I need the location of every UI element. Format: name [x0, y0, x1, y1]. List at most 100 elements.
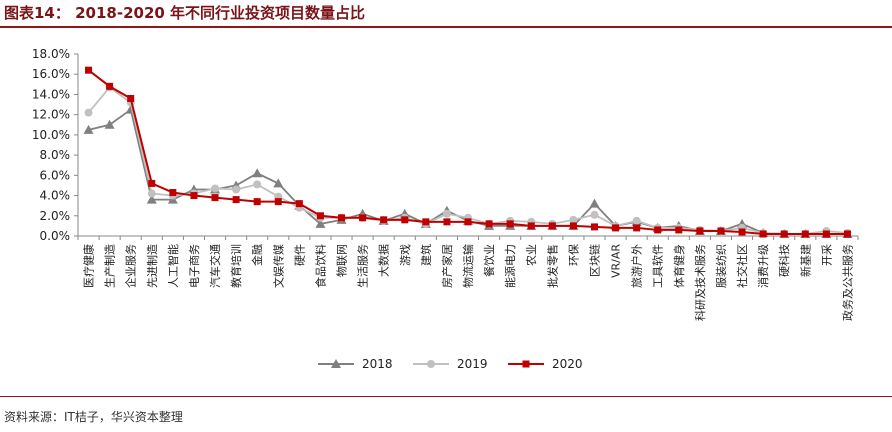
legend-label: 2020: [552, 357, 583, 371]
legend-marker-2018: [331, 359, 341, 368]
y-tick-label: 16.0%: [32, 67, 70, 81]
data-point-2019: [147, 189, 156, 198]
data-point-2018: [589, 198, 600, 208]
data-point-2020: [106, 82, 114, 90]
data-point-2020: [443, 218, 451, 226]
x-tick-label: 区块链: [587, 244, 601, 277]
y-tick-label: 6.0%: [40, 168, 71, 182]
data-point-2020: [654, 226, 662, 234]
data-point-2020: [148, 179, 156, 187]
data-point-2020: [85, 66, 93, 74]
data-point-2019: [632, 216, 641, 225]
x-tick-label: 工具软件: [651, 244, 665, 288]
data-point-2020: [612, 224, 620, 232]
data-point-2020: [675, 226, 683, 234]
x-tick-label: 科研及技术服务: [693, 244, 707, 321]
series-layer: [83, 66, 853, 238]
data-point-2019: [232, 185, 241, 194]
data-point-2020: [780, 230, 788, 238]
legend-marker-2020: [522, 360, 530, 368]
data-point-2019: [211, 184, 220, 193]
x-tick-label: 新基建: [798, 244, 812, 277]
legend-marker-2019: [427, 360, 435, 368]
x-tick-label: 批发零售: [545, 244, 559, 288]
x-tick-label: 政务及公共服务: [840, 244, 854, 321]
x-tick-label: 大数据: [377, 244, 391, 277]
data-point-2019: [569, 215, 578, 224]
data-point-2020: [527, 222, 535, 230]
data-point-2020: [316, 212, 324, 220]
x-tick-label: 生产制造: [103, 244, 117, 288]
footer-divider: [0, 396, 892, 397]
y-tick-label: 4.0%: [40, 189, 71, 203]
data-point-2020: [380, 216, 388, 224]
series-2020: [85, 66, 851, 238]
data-point-2018: [146, 194, 157, 204]
x-tick-label: 旅游户外: [630, 244, 644, 288]
data-point-2020: [253, 198, 261, 206]
data-point-2020: [759, 230, 767, 238]
data-point-2020: [274, 198, 282, 206]
y-tick-label: 14.0%: [32, 87, 70, 101]
y-tick-label: 12.0%: [32, 108, 70, 122]
y-tick-label: 8.0%: [40, 148, 71, 162]
x-tick-label: 建筑: [419, 244, 433, 266]
data-point-2020: [569, 222, 577, 230]
x-tick-label: 环保: [566, 244, 580, 266]
data-point-2018: [315, 218, 326, 228]
x-tick-label: 教育培训: [229, 244, 243, 288]
data-point-2020: [295, 200, 303, 208]
data-point-2020: [401, 216, 409, 224]
page-title: 图表14： 2018-2020 年不同行业投资项目数量占比: [4, 4, 366, 22]
x-tick-label: 社交社区: [735, 244, 749, 288]
legend-item-2020: 2020: [508, 357, 583, 371]
x-tick-label: 金融: [250, 244, 264, 266]
x-tick-label: 医疗健康: [82, 244, 96, 288]
y-tick-label: 0.0%: [40, 229, 71, 243]
x-tick-label: 开采: [820, 244, 833, 266]
x-tick-label: 硬科技: [777, 244, 791, 277]
x-tick-label: 餐饮业: [482, 244, 496, 277]
series-line-2020: [87, 69, 848, 235]
data-point-2020: [211, 194, 219, 202]
data-point-2020: [717, 227, 725, 235]
chart-legend: 2018 2019 2020: [318, 357, 583, 371]
data-point-2020: [359, 214, 367, 222]
data-point-2020: [801, 230, 809, 238]
data-point-2020: [548, 222, 556, 230]
series-line-2019: [87, 86, 848, 235]
x-tick-label: 能源电力: [503, 244, 517, 288]
x-tick-label: 人工智能: [166, 244, 180, 288]
x-tick-label: 先进制造: [145, 244, 159, 288]
data-point-2020: [338, 214, 346, 222]
y-tick-label: 18.0%: [32, 47, 70, 61]
data-point-2020: [590, 223, 598, 231]
x-tick-label: 食品饮料: [313, 244, 327, 288]
x-tick-label: 体育健身: [672, 244, 686, 288]
data-point-2019: [442, 209, 451, 218]
data-point-2020: [485, 220, 493, 228]
data-point-2018: [104, 119, 115, 129]
x-tick-label: 物联网: [335, 244, 349, 277]
series-2019: [84, 83, 852, 238]
data-point-2020: [190, 192, 198, 200]
data-point-2018: [83, 124, 94, 134]
legend-item-2019: 2019: [413, 357, 488, 371]
x-tick-label: 游戏: [399, 244, 412, 266]
data-point-2018: [273, 178, 284, 188]
x-tick-label: 企业服务: [124, 244, 138, 288]
data-point-2020: [843, 230, 851, 238]
data-point-2019: [84, 108, 93, 117]
source-note: 资料来源：IT桔子，华兴资本整理: [4, 410, 183, 424]
data-point-2020: [464, 218, 472, 226]
line-chart: 0.0% 2.0% 4.0% 6.0% 8.0% 10.0% 12.0% 14.0% 16.0%…: [32, 47, 859, 371]
data-point-2020: [506, 220, 514, 228]
data-point-2020: [633, 224, 641, 232]
data-point-2020: [169, 189, 177, 197]
data-point-2020: [738, 228, 746, 236]
x-tick-label: 硬件: [293, 244, 306, 266]
x-tick-label: 农业: [524, 244, 538, 266]
legend-label: 2018: [362, 357, 393, 371]
x-tick-label: 汽车交通: [208, 244, 222, 288]
legend-label: 2019: [457, 357, 488, 371]
